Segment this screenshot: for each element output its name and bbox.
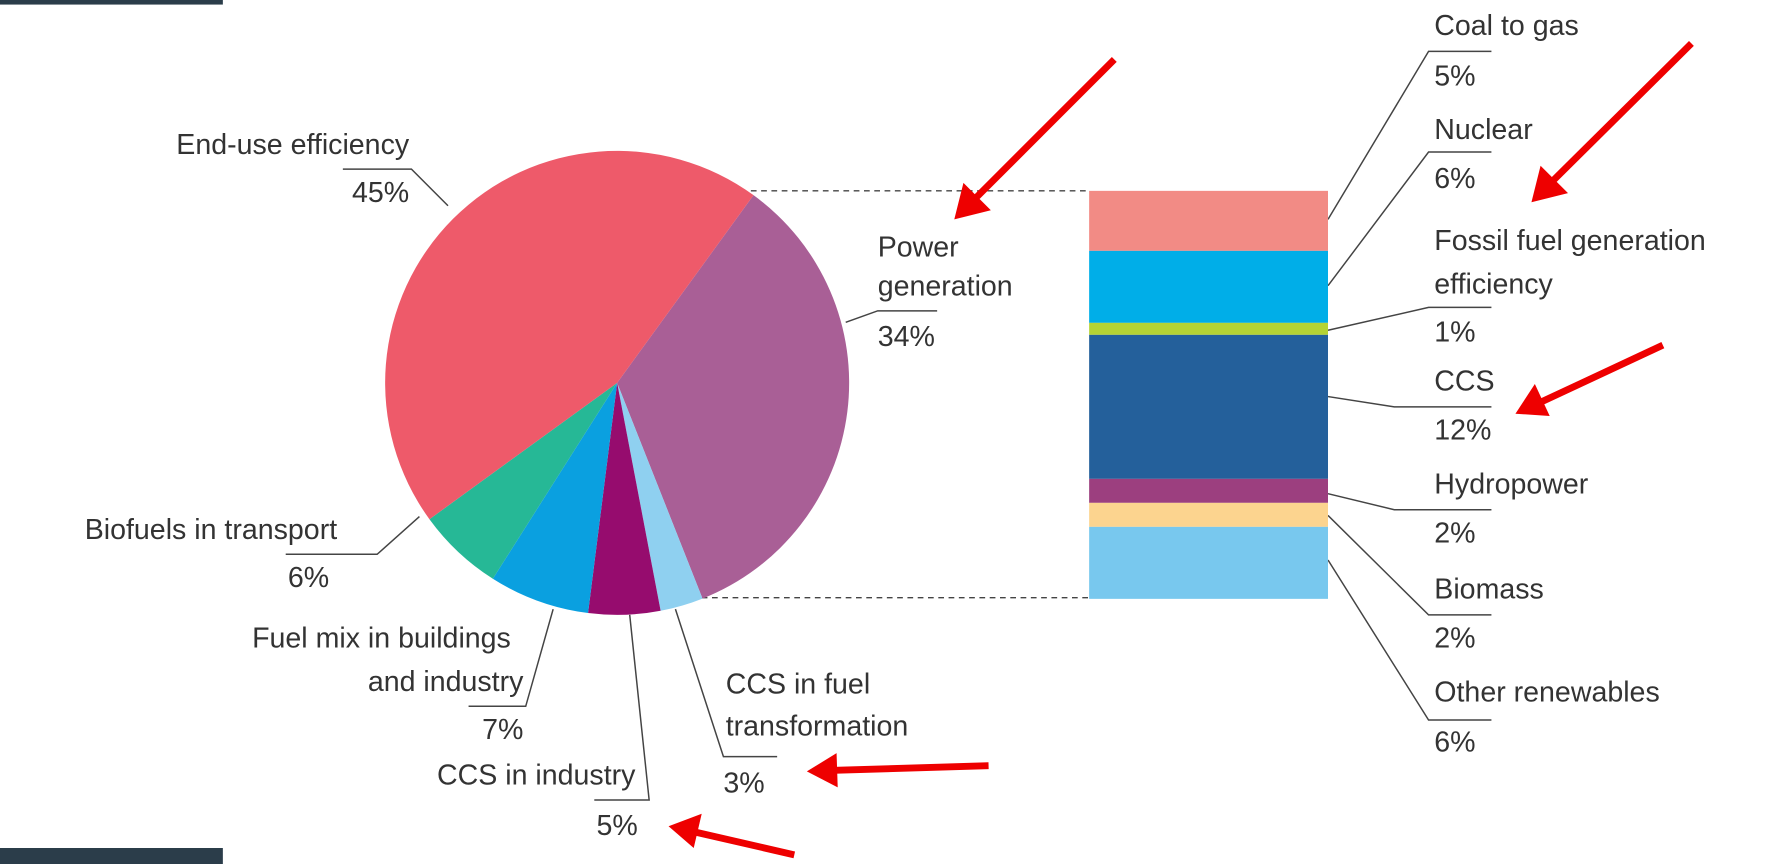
segment-value-label: 6% — [1434, 163, 1475, 195]
slice-label: CCS in industry — [437, 760, 636, 792]
segment-value-label: 1% — [1434, 316, 1475, 348]
slice-label: End-use efficiency — [176, 129, 410, 161]
slice-label: Biofuels in transport — [85, 514, 337, 546]
arrow — [1551, 43, 1692, 182]
labels: Power generation 34% CCS in fuel transformat… — [85, 10, 1706, 842]
segment-value-label: 2% — [1434, 623, 1475, 655]
marks — [385, 151, 1328, 615]
slice-value-label: 3% — [723, 768, 764, 800]
segment-value-label: 12% — [1434, 415, 1491, 447]
slice-label: generation — [878, 271, 1013, 303]
segment-label: Hydropower — [1434, 468, 1588, 500]
segment-label: Nuclear — [1434, 114, 1533, 146]
arrow — [695, 832, 794, 855]
corner-image — [0, 0, 223, 5]
bar-segment — [1089, 503, 1328, 527]
corner-image — [0, 848, 223, 864]
arrow-head — [669, 814, 702, 848]
segment-value-label: 6% — [1434, 727, 1475, 759]
bar-segment — [1089, 323, 1328, 335]
chart: Power generation 34% CCS in fuel transformat… — [0, 0, 1792, 864]
arrow — [974, 59, 1115, 200]
slice-label: CCS in fuel — [726, 668, 870, 700]
segment-label: Other renewables — [1434, 676, 1659, 708]
bar-segment — [1089, 335, 1328, 479]
arrow — [834, 766, 988, 771]
slice-value-label: 45% — [352, 177, 409, 209]
slice-value-label: 7% — [482, 714, 523, 746]
segment-value-label: 2% — [1434, 517, 1475, 549]
slice-value-label: 5% — [596, 810, 637, 842]
bar-segment — [1089, 251, 1328, 323]
arrow-head — [807, 753, 838, 787]
segment-label: Biomass — [1434, 573, 1544, 605]
arrow — [1541, 345, 1663, 402]
slice-label: Power — [878, 232, 959, 264]
segment-label: Coal to gas — [1434, 10, 1579, 42]
leader-line — [1328, 397, 1491, 407]
bar-segment — [1089, 191, 1328, 251]
slice-label: transformation — [726, 711, 909, 743]
bar-segment — [1089, 479, 1328, 503]
slice-label: and industry — [368, 666, 524, 698]
segment-label: Fossil fuel generation — [1434, 225, 1706, 257]
slice-label: Fuel mix in buildings — [252, 623, 511, 655]
slice-value-label: 6% — [288, 562, 329, 594]
segment-label: CCS — [1434, 365, 1494, 397]
segment-label: efficiency — [1434, 268, 1553, 300]
slice-value-label: 34% — [878, 321, 935, 353]
segment-value-label: 5% — [1434, 60, 1475, 92]
bar-segment — [1089, 527, 1328, 599]
